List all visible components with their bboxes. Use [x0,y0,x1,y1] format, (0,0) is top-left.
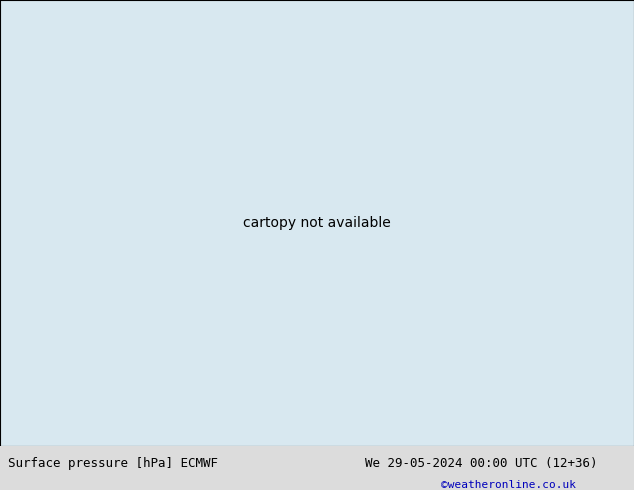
Text: ©weatheronline.co.uk: ©weatheronline.co.uk [441,480,576,490]
Text: We 29-05-2024 00:00 UTC (12+36): We 29-05-2024 00:00 UTC (12+36) [365,457,597,470]
Text: Surface pressure [hPa] ECMWF: Surface pressure [hPa] ECMWF [8,457,217,470]
Text: cartopy not available: cartopy not available [243,216,391,230]
